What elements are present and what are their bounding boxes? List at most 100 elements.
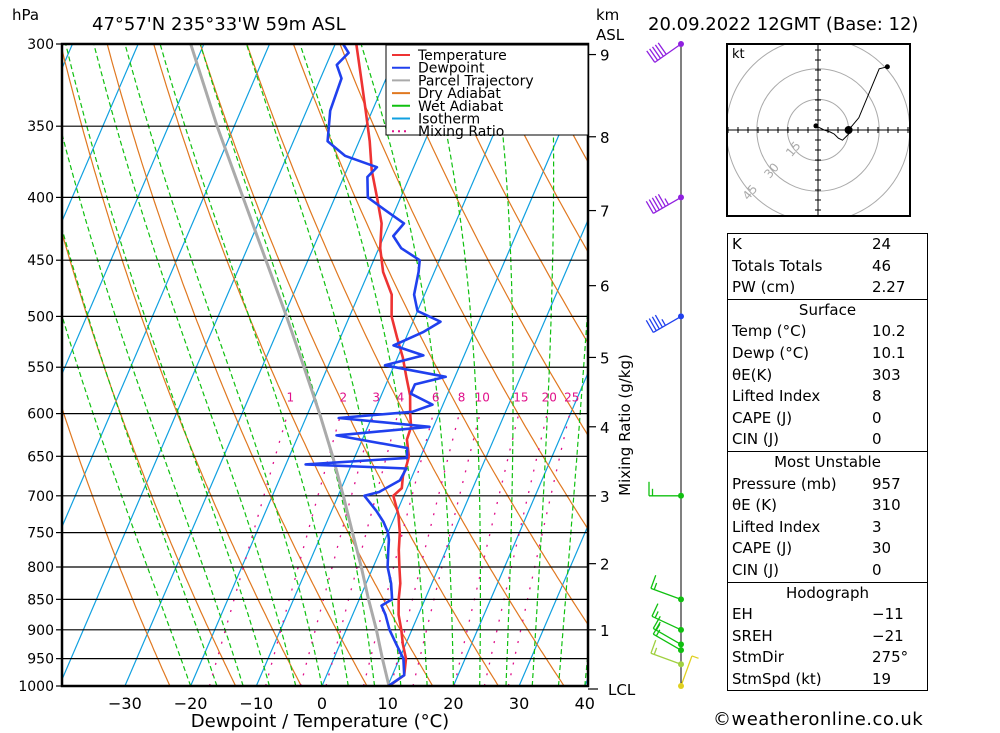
index-row: EH −11 (728, 604, 927, 626)
x-tick-label: −30 (108, 694, 142, 713)
pressure-tick-label: 400 (27, 190, 54, 206)
index-value: 957 (872, 474, 901, 493)
index-row: SREH −21 (728, 626, 927, 648)
index-row: Dewp (°C) 10.1 (728, 343, 927, 365)
index-row: θE (K) 310 (728, 495, 927, 517)
wind-barb-flag (645, 319, 654, 333)
x-tick-label: 20 (443, 694, 463, 713)
storm-motion-dot (844, 126, 853, 134)
wind-barb-flag (657, 193, 666, 207)
wet-adiabat-line (159, 44, 349, 686)
wind-barb-flag (654, 314, 663, 328)
index-value: 24 (872, 235, 892, 253)
index-label: Dewp (°C) (732, 343, 810, 362)
index-value: 0 (872, 408, 882, 427)
index-value: 46 (872, 256, 892, 275)
mixing-ratio-label: 20 (542, 391, 557, 405)
datetime-title: 20.09.2022 12GMT (Base: 12) (648, 14, 918, 35)
wind-barb (651, 603, 684, 633)
height-unit-label-asl: ASL (596, 26, 625, 44)
isotherm-line (518, 524, 588, 686)
wind-barb-shaft (650, 587, 682, 600)
wind-barb (646, 41, 684, 63)
pressure-unit-label: hPa (12, 6, 39, 24)
height-unit-label: km (596, 6, 619, 24)
isotherm-line (190, 44, 468, 686)
lcl-label: LCL (608, 681, 636, 699)
legend-entry-label: Temperature (417, 48, 507, 64)
mixing-ratio-label: 6 (432, 391, 440, 405)
mixing-ratio-label: 10 (475, 391, 490, 405)
dry-adiabat-line (62, 231, 237, 686)
dry-adiabat-line (985, 35, 1000, 686)
index-label: Lifted Index (732, 517, 821, 536)
wind-barb-flag (654, 195, 663, 209)
index-row: StmDir 275° (728, 647, 927, 669)
index-value: 8 (872, 387, 882, 406)
wind-barb-half-flag (653, 582, 658, 590)
dry-adiabat-line (432, 44, 588, 345)
index-value: 19 (872, 669, 892, 688)
pressure-tick-label: 300 (27, 37, 54, 53)
surface-indices: Surface Temp (°C) 10.2 Dewp (°C) 10.1 θE(K) 3… (728, 300, 927, 452)
isotherm-line (387, 218, 588, 686)
dry-adiabat-line (62, 406, 171, 686)
pressure-tick-label: 600 (27, 407, 54, 423)
wind-barb-flag (646, 50, 656, 63)
legend-entry-label: Wet Adiabat (418, 99, 504, 115)
index-label: θE(K) (732, 365, 773, 384)
height-tick-label: 9 (600, 47, 610, 65)
wind-barb-half-flag (691, 655, 699, 659)
index-row: CIN (J) 0 (728, 560, 927, 582)
dewpoint-line (304, 44, 448, 686)
mixing-ratio-label: 4 (397, 391, 405, 405)
height-tick-label: 5 (600, 349, 610, 367)
dry-adiabat-line (62, 47, 302, 686)
hodograph-start-dot (813, 123, 819, 129)
dry-adiabat-line (246, 44, 565, 686)
index-label: StmSpd (kt) (732, 669, 822, 688)
index-row: CAPE (J) 30 (728, 538, 927, 560)
wet-adiabat-line (124, 44, 323, 686)
wind-barb (645, 313, 684, 333)
mixing-ratio-labels: 1 2 3 4 6 8 10 15 20 25 (286, 391, 579, 405)
index-row: StmSpd (kt) 19 (728, 669, 927, 691)
mixing-ratio-line (264, 413, 342, 686)
height-tick-label: 3 (600, 488, 610, 506)
wind-barb-shaft (652, 627, 682, 645)
mixing-ratio-label: 8 (458, 391, 466, 405)
pressure-tick-label: 650 (27, 449, 54, 465)
isotherm-line (0, 44, 7, 686)
x-tick-label: −10 (239, 694, 273, 713)
wind-barb-half-flag (653, 647, 658, 655)
index-value: 3 (872, 517, 882, 536)
wet-adiabat-line (299, 44, 428, 686)
index-label: CIN (J) (732, 430, 780, 449)
wet-adiabat-line (557, 297, 588, 686)
index-row: Temp (°C) 10.2 (728, 321, 927, 343)
index-row: Lifted Index 3 (728, 517, 927, 539)
legend-entry-label: Dewpoint (418, 61, 485, 77)
dry-adiabat-line (199, 44, 499, 686)
height-tick-label: 6 (600, 278, 610, 296)
legend-entry-label: Parcel Trajectory (418, 73, 534, 89)
wet-adiabat-line (62, 131, 244, 686)
index-row: PW (cm) 2.27 (728, 277, 927, 299)
mixing-ratio-axis-label: Mixing Ratio (g/kg) (616, 354, 634, 496)
mixing-ratio-label: 3 (372, 391, 380, 405)
wind-barb (652, 621, 684, 654)
wind-barb-flag (651, 197, 660, 211)
dry-adiabat-line (479, 44, 588, 254)
isotherm-line (124, 44, 402, 686)
profile-series (189, 44, 448, 686)
wind-barb-shaft (680, 655, 693, 687)
wet-adiabat-line (360, 44, 454, 686)
isotherm-line (62, 44, 139, 223)
pressure-tick-label: 750 (27, 526, 54, 542)
dry-adiabat-line (339, 44, 588, 531)
general-indices: K 24 Totals Totals 46 PW (cm) 2.27 (728, 234, 927, 300)
index-value: 275° (872, 648, 909, 667)
pressure-tick-label: 950 (27, 652, 54, 668)
wind-barb-flag (652, 621, 661, 635)
